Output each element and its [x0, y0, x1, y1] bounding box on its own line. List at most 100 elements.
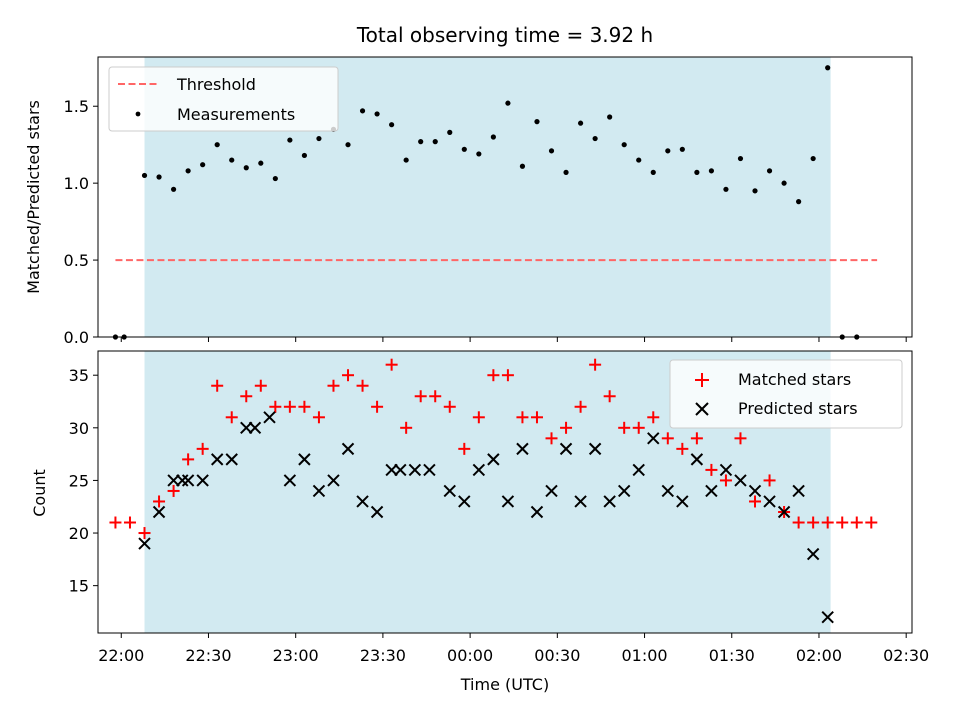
top-y-tick-label: 1.5 — [64, 97, 89, 116]
x-tick-label: 00:00 — [447, 646, 493, 665]
predicted-star-marker — [777, 505, 791, 519]
matched-star-marker — [123, 516, 136, 529]
predicted-star-marker — [588, 442, 602, 456]
matched-star-marker — [283, 400, 296, 413]
measurement-point — [737, 155, 744, 162]
chart-title: Total observing time = 3.92 h — [356, 23, 653, 47]
matched-star-marker — [705, 463, 718, 476]
measurement-point — [476, 151, 482, 157]
measurement-point — [563, 169, 569, 175]
predicted-star-marker — [661, 484, 675, 498]
predicted-star-marker — [676, 495, 689, 508]
measurement-point — [170, 186, 177, 192]
top-plot-frame — [97, 56, 913, 338]
legend-predicted-label: Predicted stars — [738, 399, 858, 418]
x-tick-label: 02:30 — [883, 646, 929, 665]
measurement-point — [432, 139, 438, 145]
top-panel: Total observing time = 3.92 h 0.0 0.5 1.0 1… — [24, 23, 913, 347]
measurement-point — [621, 142, 627, 148]
matched-star-marker — [487, 369, 500, 382]
measurement-point — [577, 120, 584, 126]
matched-star-marker — [763, 474, 776, 487]
predicted-star-marker — [603, 495, 616, 508]
bottom-y-tick-label: 30 — [69, 419, 89, 438]
measurement-point — [316, 135, 322, 142]
top-legend-box — [108, 66, 339, 132]
measurement-point — [766, 168, 773, 174]
matched-star-marker — [298, 400, 311, 413]
matched-star-marker — [574, 400, 587, 413]
predicted-star-marker — [327, 474, 340, 487]
bottom-y-tick-label: 15 — [69, 577, 89, 596]
predicted-star-marker — [443, 484, 456, 498]
predicted-star-marker — [298, 453, 311, 466]
predicted-star-marker — [356, 495, 369, 508]
measurement-point — [200, 162, 206, 168]
predicted-star-marker — [394, 463, 407, 477]
predicted-star-marker — [647, 432, 660, 445]
measurement-point — [374, 111, 380, 117]
predicted-star-marker — [152, 505, 166, 519]
predicted-star-marker — [458, 495, 471, 508]
predicted-star-marker — [545, 484, 558, 498]
bottom-panel: 15 20 25 30 35 22:00 22:30 23:00 23:30 00:00 00:3… — [30, 350, 929, 694]
legend-measurements-label: Measurements — [177, 105, 295, 124]
predicted-star-marker — [617, 484, 631, 498]
legend-matched-label: Matched stars — [738, 370, 851, 389]
matched-star-marker — [458, 442, 471, 455]
matched-star-marker — [836, 516, 849, 529]
measurement-point — [156, 174, 162, 180]
predicted-star-marker — [181, 474, 195, 487]
matched-star-marker — [312, 411, 325, 424]
predicted-star-marker — [263, 411, 276, 424]
matched-star-marker — [269, 400, 282, 413]
matched-star-marker — [749, 495, 762, 508]
measurement-point — [287, 137, 293, 143]
bottom-y-tick-label: 20 — [69, 524, 89, 543]
matched-star-marker — [138, 527, 151, 540]
matched-star-marker — [429, 390, 442, 403]
measurement-point — [447, 129, 453, 135]
measurement-point — [418, 139, 424, 145]
measurement-point — [679, 146, 685, 152]
x-tick-label: 22:30 — [185, 646, 231, 665]
predicted-star-marker — [719, 463, 733, 477]
predicted-star-marker — [472, 463, 486, 477]
predicted-star-marker — [225, 453, 238, 466]
predicted-star-marker — [559, 442, 573, 456]
matched-star-marker — [676, 442, 689, 455]
x-tick-label: 23:00 — [273, 646, 319, 665]
bottom-y-axis-label: Count — [30, 469, 49, 517]
measurement-point — [519, 163, 526, 169]
measurement-point — [548, 148, 555, 154]
measurement-point — [592, 135, 598, 142]
predicted-star-marker — [530, 505, 544, 519]
top-y-tick-label: 0.5 — [64, 251, 89, 270]
predicted-star-marker — [196, 474, 209, 487]
top-y-tick-label: 0.0 — [64, 328, 89, 347]
bottom-y-tick-label: 35 — [69, 366, 89, 385]
predicted-star-marker — [748, 484, 762, 498]
top-y-axis-label: Matched/Predicted stars — [24, 100, 43, 294]
measurement-point — [301, 152, 308, 159]
predicted-star-marker — [632, 463, 645, 477]
matched-star-marker — [618, 421, 631, 434]
matched-star-marker — [385, 358, 398, 371]
matched-star-marker — [647, 411, 660, 424]
matched-star-marker — [443, 400, 456, 413]
matched-star-marker — [501, 369, 514, 382]
x-axis-label: Time (UTC) — [460, 675, 549, 694]
predicted-star-marker — [176, 474, 189, 487]
predicted-star-marker — [792, 484, 805, 498]
measurement-point — [272, 175, 278, 182]
measurement-point — [141, 172, 148, 179]
matched-star-marker — [603, 390, 616, 403]
predicted-star-marker — [763, 495, 776, 508]
legend-threshold-label: Threshold — [176, 75, 256, 94]
predicted-star-marker — [283, 474, 297, 487]
matched-star-marker — [530, 411, 543, 424]
predicted-star-marker — [705, 484, 718, 498]
matched-star-marker — [414, 390, 427, 403]
measurement-point — [636, 157, 642, 163]
